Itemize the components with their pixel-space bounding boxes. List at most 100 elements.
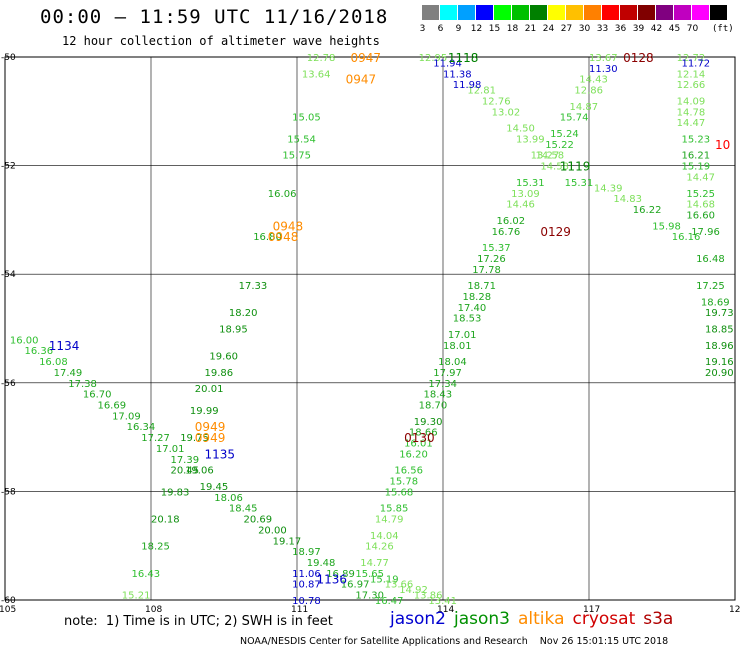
wave-height-value: 14.83 [613, 194, 642, 205]
pass-time-label: 10 [715, 138, 730, 152]
wave-height-value: 19.30 [414, 417, 443, 428]
wave-height-value: 16.34 [127, 422, 156, 433]
wave-height-value: 15.21 [122, 591, 151, 602]
pass-time-label: 0948 [273, 219, 304, 233]
wave-height-value: 16.76 [492, 227, 521, 238]
wave-height-value: 18.20 [229, 308, 258, 319]
legend-swatch [602, 5, 619, 20]
wave-height-value: 11.98 [453, 80, 482, 91]
wave-height-value: 18.70 [419, 401, 448, 412]
wave-height-value: 14.79 [375, 515, 404, 526]
wave-height-value: 14.92 [399, 585, 428, 596]
wave-height-value: 14.58 [535, 151, 564, 162]
wave-height-value: 17.34 [428, 379, 457, 390]
wave-height-value: 19.45 [200, 482, 229, 493]
wave-height-value: 17.96 [691, 227, 720, 238]
legend-label: 21 [524, 24, 537, 34]
wave-height-value: 18.28 [462, 292, 491, 303]
wave-height-value: 16.21 [681, 151, 710, 162]
legend-swatch [710, 5, 727, 20]
wave-height-value: 10.78 [292, 596, 321, 607]
pass-time-label: 1136 [316, 572, 347, 586]
pass-time-label: 1135 [205, 447, 236, 461]
wave-height-value: 12.81 [467, 86, 496, 97]
wave-height-value: 11.72 [681, 58, 710, 69]
wave-height-value: 17.30 [355, 591, 384, 602]
legend-label: 6 [437, 24, 444, 34]
satellite-legend: jason2 jason3 altika cryosat s3a [390, 609, 681, 629]
wave-height-value: 15.65 [355, 569, 384, 580]
legend-swatch [674, 5, 691, 20]
wave-height-value: 20.00 [258, 525, 287, 536]
wave-height-value: 13.09 [511, 189, 540, 200]
wave-height-value: 15.37 [482, 243, 511, 254]
pass-time-label: 1119 [560, 160, 591, 174]
wave-height-value: 16.60 [686, 210, 715, 221]
legend-swatch [422, 5, 439, 20]
wave-height-value: 12.95 [419, 53, 448, 64]
wave-height-value: 16.43 [132, 569, 161, 580]
credit-line: NOAA/NESDIS Center for Satellite Applica… [240, 636, 669, 647]
wave-height-value: 17.01 [448, 330, 477, 341]
wave-height-value: 14.50 [506, 124, 535, 135]
wave-height-value: 16.56 [394, 466, 423, 477]
wave-height-value: 16.47 [375, 596, 404, 607]
pass-time-label: 0949 [195, 431, 226, 445]
wave-height-value: 16.01 [404, 439, 433, 450]
lon-label: 120 [729, 605, 740, 615]
wave-height-value: 13.02 [492, 107, 521, 118]
satellite-name-altika: altika [518, 609, 565, 629]
wave-height-value: 11.06 [292, 569, 321, 580]
wave-height-value: 20.18 [151, 515, 180, 526]
wave-height-value: 15.78 [389, 477, 418, 488]
page-title: 00:00 – 11:59 UTC 11/16/2018 [40, 6, 389, 28]
wave-height-value: 18.96 [705, 341, 734, 352]
lon-label: 111 [291, 605, 308, 615]
wave-height-value: 18.66 [409, 428, 438, 439]
lon-label: 108 [145, 605, 162, 615]
wave-height-value: 16.02 [497, 216, 526, 227]
footer-note: note: 1) Time is in UTC; 2) SWH is in fe… [64, 614, 333, 629]
pass-time-label: 1134 [49, 339, 80, 353]
wave-height-value: 14.47 [677, 118, 706, 129]
wave-height-value: 19.99 [190, 406, 219, 417]
wave-height-value: 14.77 [360, 558, 389, 569]
legend-label: 30 [578, 24, 591, 34]
wave-height-value: 19.75 [180, 433, 209, 444]
wave-height-value: 15.68 [385, 487, 414, 498]
wave-height-value: 16.48 [696, 254, 725, 265]
wave-height-value: 18.04 [438, 357, 467, 368]
wave-height-value: 19.16 [705, 357, 734, 368]
pass-time-label: 0948 [268, 230, 299, 244]
lon-label: 105 [0, 605, 16, 615]
wave-height-value: 18.25 [141, 542, 170, 553]
wave-height-value: 12.72 [677, 53, 706, 64]
wave-height-value: 16.06 [268, 189, 297, 200]
map-border [4, 56, 736, 601]
wave-height-value: 17.97 [433, 368, 462, 379]
legend-swatch [512, 5, 529, 20]
legend-label: 45 [668, 24, 681, 34]
wave-height-value: 14.09 [677, 96, 706, 107]
lat-label: -52 [1, 162, 16, 172]
page-subtitle: 12 hour collection of altimeter wave hei… [62, 34, 380, 48]
wave-height-value: 16.20 [399, 449, 428, 460]
wave-height-value: 15.31 [565, 178, 594, 189]
legend-label: 15 [488, 24, 501, 34]
legend-label: 70 [686, 24, 699, 34]
wave-height-value: 19.48 [307, 558, 336, 569]
wave-height-value: 18.71 [467, 281, 496, 292]
satellite-name-jason3: jason3 [454, 609, 510, 629]
wave-height-value: 17.38 [68, 379, 97, 390]
wave-height-value: 17.78 [472, 265, 501, 276]
wave-height-value: 15.31 [516, 178, 545, 189]
wave-height-value: 16.97 [341, 580, 370, 591]
legend-swatch [566, 5, 583, 20]
wave-height-value: 15.98 [652, 221, 681, 232]
legend-label: 39 [632, 24, 645, 34]
legend-swatch [638, 5, 655, 20]
wave-height-value: 14.04 [370, 531, 399, 542]
wave-height-value: 14.47 [686, 172, 715, 183]
